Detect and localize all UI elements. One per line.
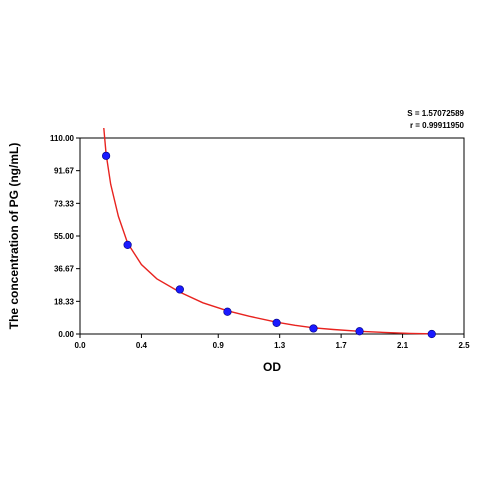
y-tick-label: 36.67 [54, 265, 75, 274]
stat-r: r = 0.99911950 [410, 121, 465, 130]
stat-s: S = 1.57072589 [407, 109, 464, 118]
data-point [355, 327, 364, 336]
x-tick-label: 1.3 [274, 341, 286, 350]
data-point [427, 329, 436, 339]
data-point [272, 318, 281, 327]
x-axis-label: OD [263, 360, 281, 374]
y-tick-label: 91.67 [54, 167, 75, 176]
x-tick-label: 0.4 [136, 341, 148, 350]
x-tick-label: 2.5 [458, 341, 470, 350]
data-point [223, 307, 232, 316]
y-tick-label: 55.00 [54, 232, 75, 241]
data-point [309, 324, 318, 333]
data-point [123, 240, 132, 250]
y-tick-label: 73.33 [54, 199, 75, 208]
data-point [175, 285, 184, 294]
x-tick-label: 2.1 [397, 341, 409, 350]
fit-curve [103, 127, 432, 335]
y-axis: 0.00 18.33 36.67 55.00 73.33 91.67 110.00 [50, 134, 80, 339]
plot-frame [79, 137, 465, 335]
data-point [102, 151, 111, 160]
x-tick-label: 0.0 [74, 341, 86, 350]
x-tick-label: 0.9 [213, 341, 225, 350]
x-axis: 0.0 0.4 0.9 1.3 1.7 2.1 2.5 [74, 334, 470, 350]
y-tick-label: 0.00 [58, 330, 74, 339]
y-tick-label: 110.00 [50, 134, 75, 143]
data-points [102, 151, 436, 339]
y-tick-label: 18.33 [54, 297, 75, 306]
y-axis-label: The concentration of PG (ng/mL) [7, 143, 21, 330]
x-tick-label: 1.7 [336, 341, 348, 350]
